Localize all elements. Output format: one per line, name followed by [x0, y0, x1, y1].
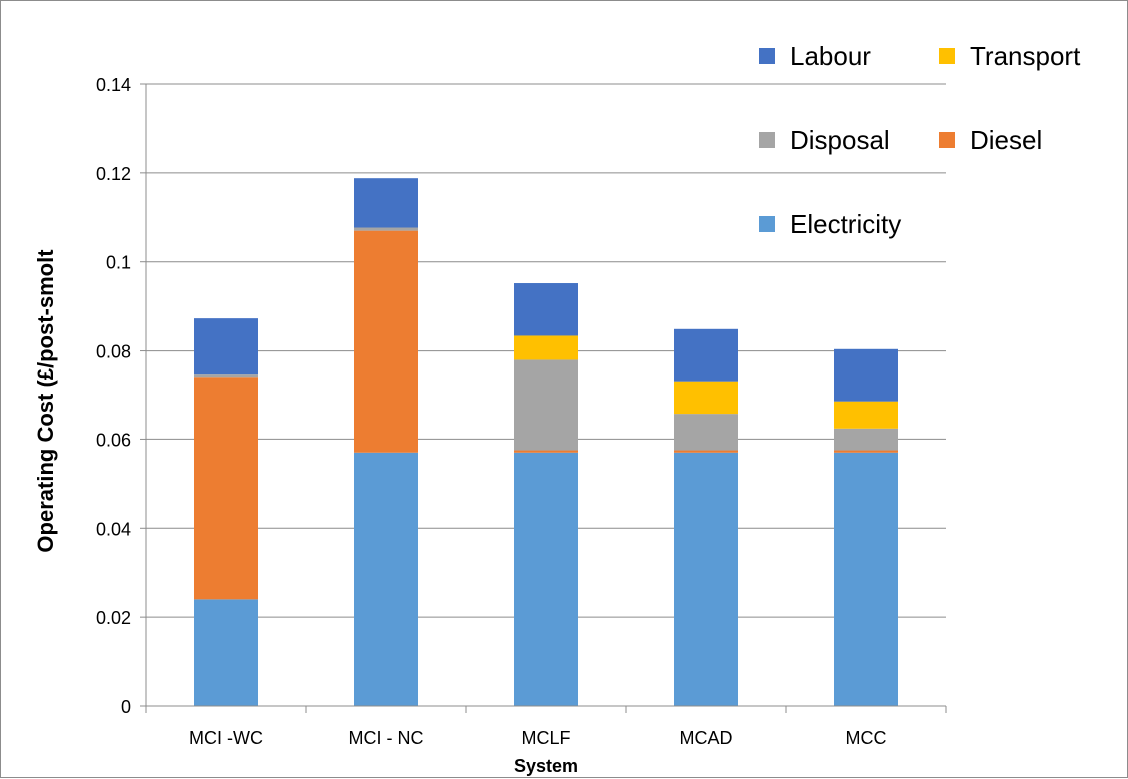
bar-segment-disposal — [194, 374, 258, 378]
bar-segment-electricity — [194, 599, 258, 706]
legend-label-disposal: Disposal — [790, 125, 890, 155]
bar-segment-transport — [834, 401, 898, 429]
bar-segment-electricity — [674, 452, 738, 706]
y-tick-labels: 0 0.02 0.04 0.06 0.08 0.1 0.12 0.14 — [96, 75, 146, 717]
legend-swatch-diesel — [939, 132, 955, 148]
bar-segment-labour — [514, 283, 578, 336]
legend-swatch-disposal — [759, 132, 775, 148]
axes — [145, 84, 946, 707]
bar-segment-electricity — [514, 452, 578, 706]
legend-label-electricity: Electricity — [790, 209, 901, 239]
bar-segment-disposal — [674, 414, 738, 451]
bar-segment-disposal — [514, 359, 578, 451]
legend: Labour Transport Disposal Diesel Electricity — [759, 41, 1081, 239]
bar-segment-labour — [354, 178, 418, 228]
y-tick-label: 0.14 — [96, 75, 131, 95]
bar-segment-labour — [674, 328, 738, 382]
legend-label-labour: Labour — [790, 41, 871, 71]
x-tick-label: MCLF — [522, 728, 571, 748]
y-tick-label: 0 — [121, 697, 131, 717]
legend-label-diesel: Diesel — [970, 125, 1042, 155]
y-tick-label: 0.1 — [106, 253, 131, 273]
bars — [194, 178, 898, 706]
bar-segment-diesel — [194, 377, 258, 600]
y-tick-label: 0.08 — [96, 342, 131, 362]
y-tick-label: 0.06 — [96, 430, 131, 450]
bar-segment-disposal — [354, 227, 418, 231]
y-tick-label: 0.04 — [96, 519, 131, 539]
y-tick-label: 0.12 — [96, 164, 131, 184]
bar-segment-diesel — [354, 230, 418, 453]
bar-segment-electricity — [354, 452, 418, 706]
bar-segment-labour — [834, 348, 898, 402]
legend-swatch-labour — [759, 48, 775, 64]
bar-segment-diesel — [674, 450, 738, 453]
bar-segment-transport — [514, 335, 578, 360]
y-tick-label: 0.02 — [96, 608, 131, 628]
x-tick-label: MCI -WC — [189, 728, 263, 748]
bar-segment-diesel — [834, 450, 898, 453]
legend-swatch-electricity — [759, 216, 775, 232]
x-tick-label: MCC — [846, 728, 887, 748]
x-tick-label: MCAD — [680, 728, 733, 748]
x-tick-labels: MCI -WC MCI - NC MCLF MCAD MCC — [145, 706, 947, 748]
bar-segment-disposal — [834, 428, 898, 451]
x-axis-title: System — [514, 756, 578, 776]
bar-segment-diesel — [514, 450, 578, 453]
legend-swatch-transport — [939, 48, 955, 64]
bar-segment-transport — [674, 381, 738, 415]
bar-segment-electricity — [834, 452, 898, 706]
legend-label-transport: Transport — [970, 41, 1081, 71]
y-axis-title: Operating Cost (£/post-smolt — [33, 249, 58, 553]
x-tick-label: MCI - NC — [349, 728, 424, 748]
bar-segment-labour — [194, 318, 258, 375]
